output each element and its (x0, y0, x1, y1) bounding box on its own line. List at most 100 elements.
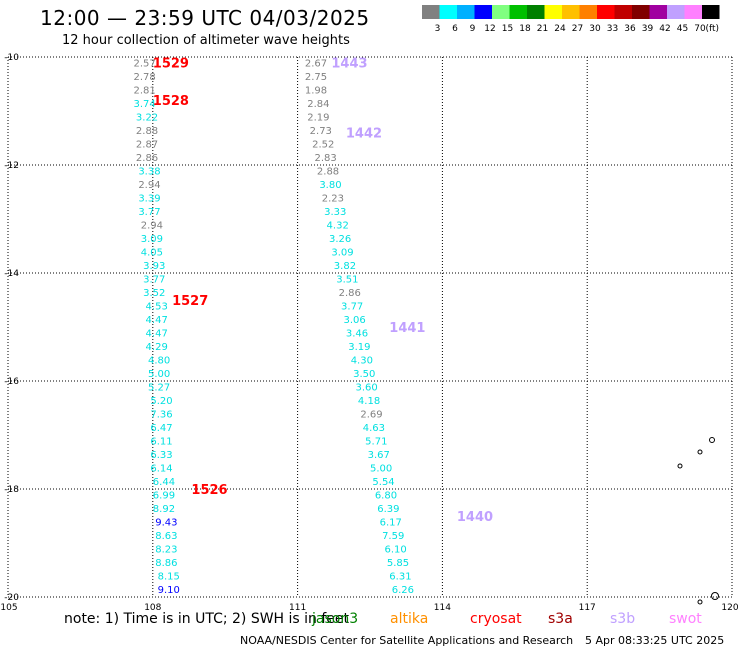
swh-value: 4.63 (363, 423, 385, 434)
legend-label: 27 (572, 24, 583, 34)
lat-tick-label: -18 (4, 485, 19, 495)
swh-value: 6.10 (384, 544, 406, 555)
swh-value: 2.23 (322, 193, 344, 204)
swh-value: 5.54 (372, 477, 394, 488)
swh-value: 3.09 (141, 234, 163, 245)
swh-value: 1.98 (305, 85, 327, 96)
swh-value: 2.67 (305, 58, 327, 69)
swh-value: 9.43 (155, 517, 177, 528)
altimeter-map: 105 108 111 114 117 120 -10 -12 -14 -16 -18 -20 2.57… (0, 53, 738, 612)
swh-value: 6.99 (153, 490, 175, 501)
swh-value: 9.10 (158, 585, 180, 596)
swh-value: 4.29 (146, 342, 168, 353)
lat-tick-label: -20 (4, 593, 19, 603)
swh-value: 8.23 (155, 544, 177, 555)
footer-timestamp: 5 Apr 08:33:25 UTC 2025 (585, 634, 725, 647)
swh-value: 3.06 (343, 315, 365, 326)
legend-swatch (614, 5, 632, 19)
swh-value: 8.15 (158, 571, 180, 582)
legend-label: 21 (537, 24, 548, 34)
swh-value: 2.81 (133, 85, 155, 96)
swh-value: 5.71 (365, 436, 387, 447)
swh-value: 3.77 (138, 207, 160, 218)
legend-swatch (702, 5, 720, 19)
pass-number: 1443 (331, 56, 367, 71)
legend-label: 45 (677, 24, 688, 34)
pass-number: 1527 (172, 294, 208, 309)
swh-value: 2.73 (310, 126, 332, 137)
swh-value: 3.19 (348, 342, 370, 353)
swh-value: 6.31 (389, 571, 411, 582)
pass-number: 1529 (153, 56, 189, 71)
swh-value: 6.33 (150, 450, 172, 461)
footer-note: note: 1) Time is in UTC; 2) SWH is in fe… (64, 611, 350, 627)
swh-value: 3.50 (353, 369, 375, 380)
lon-tick-label: 105 (0, 603, 17, 612)
legend-label: 70 (694, 24, 706, 34)
swh-value: 6.39 (377, 504, 399, 515)
legend-swatch (597, 5, 615, 19)
swh-value: 2.86 (136, 153, 158, 164)
swh-value: 4.18 (358, 396, 380, 407)
swh-value: 2.87 (136, 139, 158, 150)
legend-swatch (457, 5, 475, 19)
pass-number: 1528 (153, 94, 189, 109)
swh-value: 8.86 (155, 558, 177, 569)
swh-value: 3.22 (136, 112, 158, 123)
swh-value: 3.93 (143, 261, 165, 272)
legend-swatch (509, 5, 527, 19)
track-a: 2.57 2.78 2.81 3.74 3.22 2.88 2.87 2.86 3.38 2.94… (133, 58, 179, 596)
mission-swot: swot (669, 611, 702, 627)
swh-value: 4.80 (148, 355, 170, 366)
page-subtitle: 12 hour collection of altimeter wave hei… (62, 33, 350, 48)
mission-s3b: s3b (610, 611, 636, 627)
pass-number: 1440 (457, 510, 493, 525)
legend-swatch (439, 5, 457, 19)
pass-number: 1442 (346, 127, 382, 142)
mission-jason3: jason3 (312, 611, 359, 627)
lon-tick-label: 111 (289, 603, 306, 612)
swh-value: 6.47 (150, 423, 172, 434)
lat-tick-label: -16 (4, 377, 19, 387)
mission-cryosat: cryosat (470, 611, 522, 627)
swh-value: 5.27 (148, 382, 170, 393)
legend-label: 30 (589, 24, 601, 34)
legend-swatch (684, 5, 702, 19)
swh-value: 4.47 (146, 328, 168, 339)
legend-swatch (562, 5, 580, 19)
track-b: 2.67 2.75 1.98 2.84 2.19 2.73 2.52 2.83 2.88 3.80… (305, 58, 414, 596)
legend-swatch (492, 5, 510, 19)
swh-value: 8.63 (155, 531, 177, 542)
swh-value: 2.57 (133, 58, 155, 69)
legend-swatch (667, 5, 685, 19)
swh-value: 3.46 (346, 328, 368, 339)
legend-label: 36 (624, 24, 636, 34)
lon-tick-label: 114 (434, 603, 451, 612)
swh-value: 7.59 (382, 531, 404, 542)
legend-label: 42 (659, 24, 670, 34)
swh-value: 3.77 (341, 301, 363, 312)
lon-tick-label: 117 (579, 603, 596, 612)
legend-label: 39 (642, 24, 654, 34)
swh-value: 2.88 (317, 166, 339, 177)
swh-value: 3.77 (143, 274, 165, 285)
swh-value: 3.09 (331, 247, 353, 258)
coastline (677, 437, 719, 605)
wave-height-color-legend: 3 6 9 12 15 18 21 24 27 30 33 36 39 42 45 70 (ft) (422, 5, 720, 34)
swh-value: 3.26 (329, 234, 351, 245)
swh-value: 5.00 (370, 463, 392, 474)
island-shape (709, 437, 715, 443)
swh-value: 3.80 (319, 180, 341, 191)
legend-label: 3 (435, 24, 441, 34)
swh-value: 2.52 (312, 139, 334, 150)
legend-label: 33 (607, 24, 618, 34)
swh-value: 4.30 (351, 355, 373, 366)
swh-value: 6.26 (392, 585, 414, 596)
pass-number: 1526 (191, 483, 227, 498)
legend-swatch (474, 5, 492, 19)
swh-value: 2.75 (305, 72, 327, 83)
legend-label: 15 (502, 24, 513, 34)
lon-tick-label: 108 (144, 603, 161, 612)
island-shape (677, 463, 683, 469)
swh-value: 2.83 (314, 153, 336, 164)
